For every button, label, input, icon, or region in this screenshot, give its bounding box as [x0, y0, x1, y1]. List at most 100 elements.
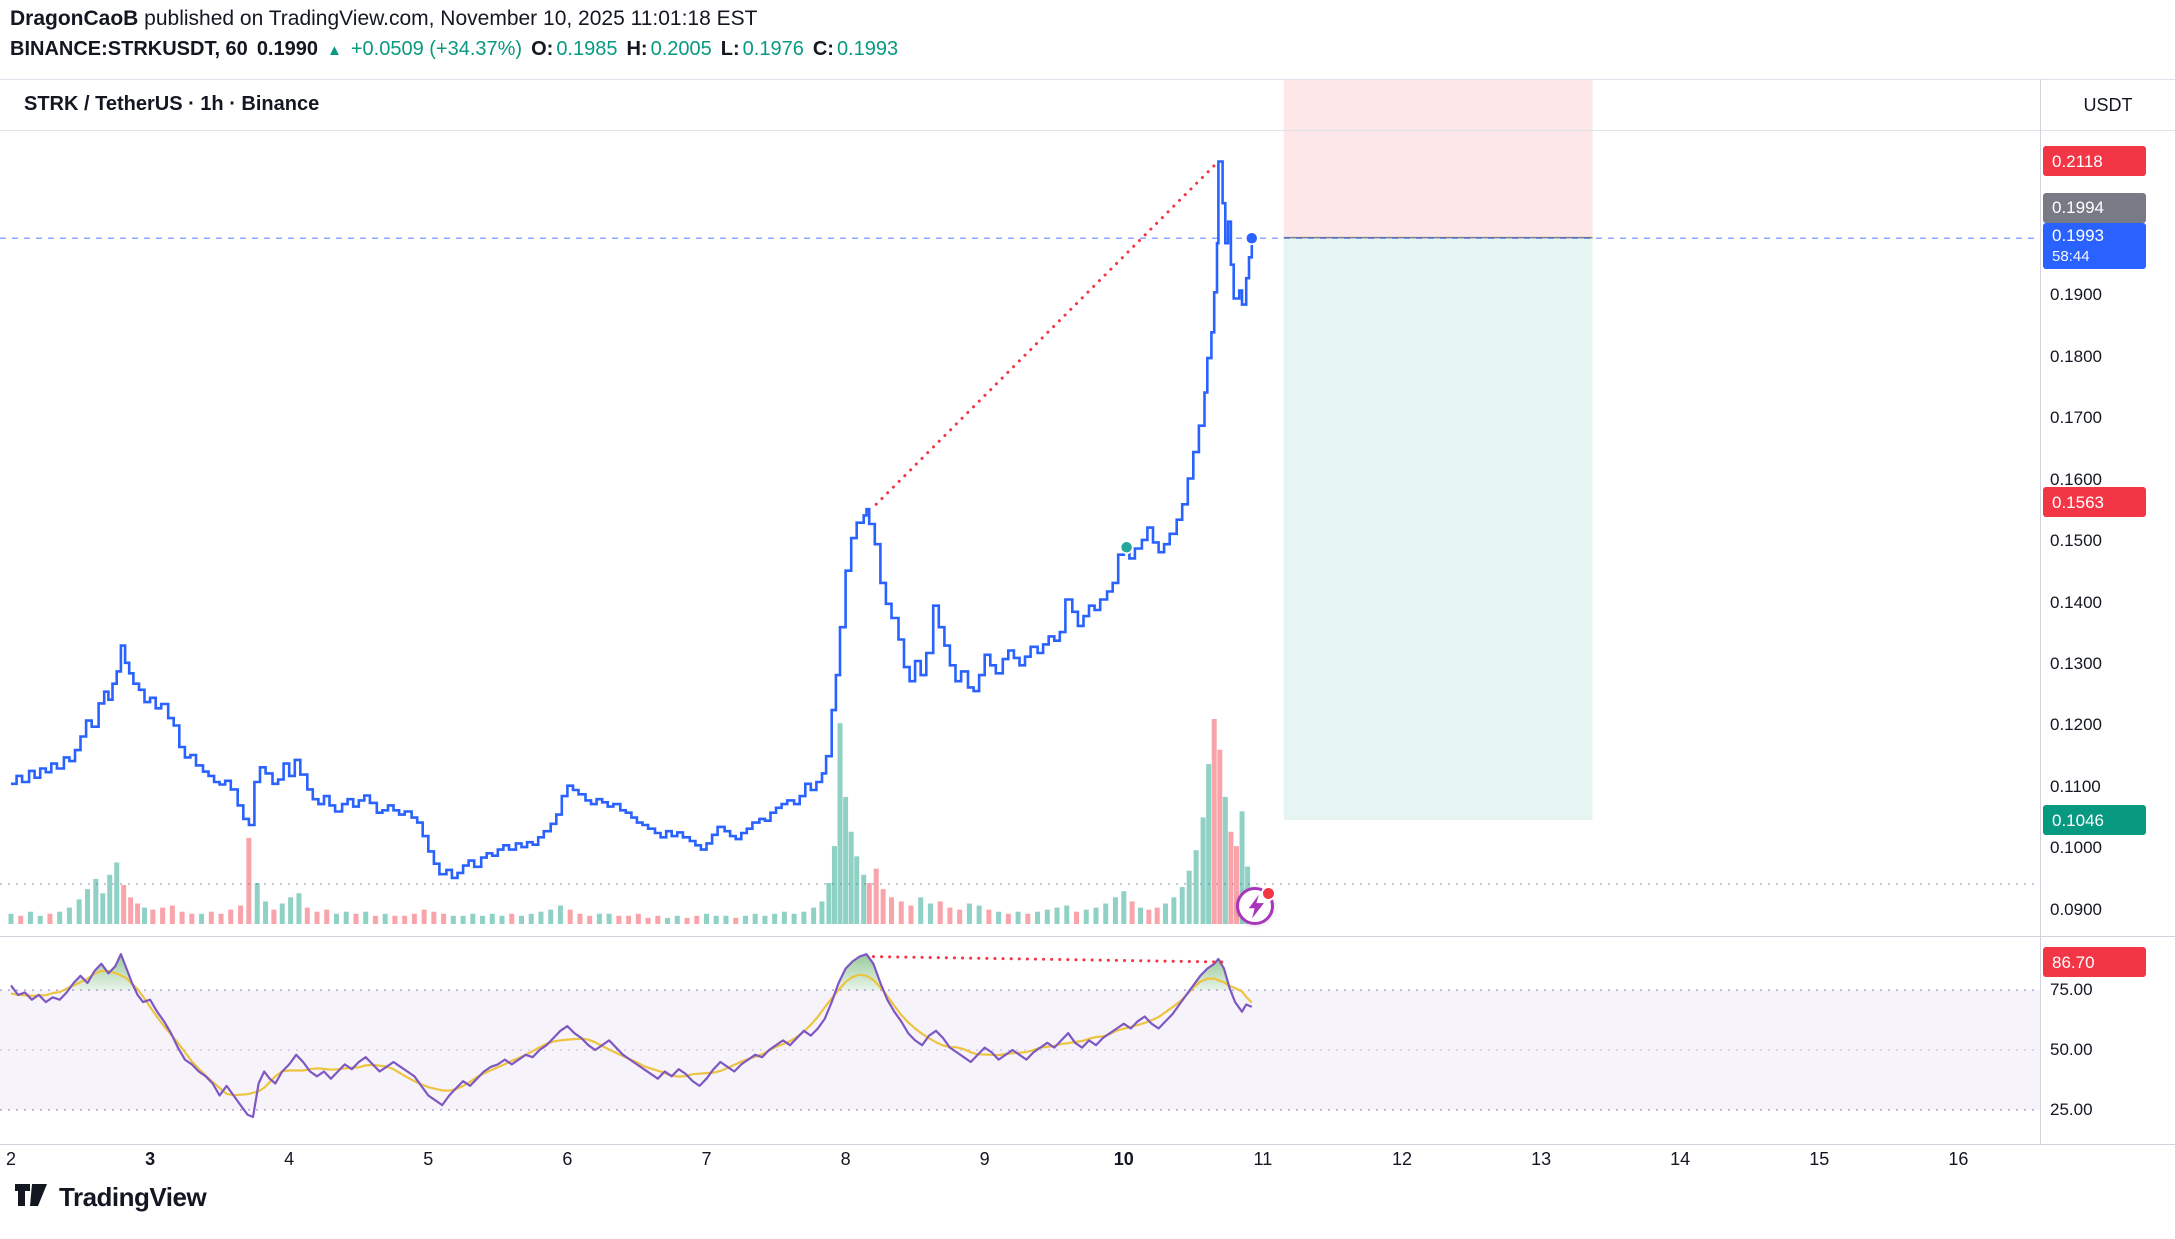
volume-bar [47, 913, 53, 924]
last-price-value: 0.1990 [256, 38, 318, 60]
volume-bar [1200, 817, 1206, 924]
volume-bar [1005, 913, 1011, 924]
volume-bar [1179, 887, 1185, 924]
currency-button[interactable]: USDT [2041, 80, 2175, 130]
volume-bar [1217, 749, 1223, 924]
volume-bar [947, 907, 953, 924]
volume-bar [880, 889, 886, 924]
price-axis-border[interactable] [2040, 79, 2041, 1144]
tradingview-wordmark: TradingView [59, 1182, 207, 1212]
volume-bar [742, 915, 748, 924]
volume-bar [1222, 796, 1228, 924]
price-trendline[interactable] [874, 159, 1220, 506]
volume-bar [1025, 913, 1031, 924]
volume-bar [150, 909, 156, 924]
volume-bar [966, 903, 972, 924]
volume-bar [762, 915, 768, 924]
volume-bar [509, 913, 515, 924]
volume-bar [826, 883, 832, 924]
volume-bar [93, 878, 99, 924]
volume-bar [1163, 903, 1169, 924]
volume-bar [518, 915, 524, 924]
volume-bar [450, 915, 456, 924]
volume-bar [626, 915, 632, 924]
volume-bar [694, 915, 700, 924]
volume-bar [107, 874, 113, 924]
volume-bar [288, 897, 294, 924]
volume-bar [1137, 907, 1143, 924]
volume-bar [548, 909, 554, 924]
trade-marker-dot [1119, 540, 1134, 555]
volume-bar [811, 907, 817, 924]
volume-bar [861, 874, 867, 924]
ohlc-open: O: 0.1985 [531, 38, 618, 60]
volume-bar [635, 913, 641, 924]
volume-bar [100, 893, 106, 924]
volume-bar [304, 907, 310, 924]
volume-bar [499, 915, 505, 924]
volume-bar [189, 913, 195, 924]
volume-bar [160, 907, 166, 924]
volume-bar [587, 915, 593, 924]
volume-bar [866, 883, 872, 924]
volume-bar [684, 917, 690, 924]
volume-bar [372, 915, 378, 924]
volume-bar [1186, 870, 1192, 924]
published-text: published on TradingView.com, November 1… [138, 7, 758, 30]
volume-bar [382, 913, 388, 924]
rsi-trendline[interactable] [871, 955, 1230, 964]
volume-bar [986, 909, 992, 924]
position-risk-zone[interactable] [1283, 79, 1593, 238]
volume-bar [1171, 897, 1177, 924]
volume-bar [528, 913, 534, 924]
symbol-name: BINANCE:STRKUSDT, 60 [10, 38, 248, 60]
volume-bar [1015, 911, 1021, 924]
volume-bar [128, 897, 134, 924]
published-line: DragonCaoB published on TradingView.com,… [10, 7, 757, 31]
volume-bar [898, 901, 904, 924]
volume-bar [837, 723, 843, 924]
volume-bar [135, 903, 141, 924]
volume-bar [1103, 903, 1109, 924]
pane-separator[interactable] [0, 936, 2175, 937]
volume-bar [1206, 764, 1212, 924]
volume-bar [557, 905, 563, 924]
quick-trade-button[interactable] [1236, 886, 1276, 925]
volume-bar [723, 915, 729, 924]
volume-bar [918, 897, 924, 924]
volume-bar [596, 913, 602, 924]
volume-bar [470, 913, 476, 924]
volume-bar [228, 909, 234, 924]
alert-dot [1261, 886, 1276, 901]
volume-bar [254, 883, 260, 924]
volume-bar [179, 911, 185, 924]
volume-bar [655, 915, 661, 924]
volume-bar [674, 915, 680, 924]
volume-bar [616, 915, 622, 924]
volume-bar [392, 915, 398, 924]
volume-bar [801, 911, 807, 924]
last-price-dot [1245, 231, 1259, 246]
volume-bar [567, 909, 573, 924]
volume-bar [538, 911, 544, 924]
volume-bar [1233, 846, 1239, 924]
position-profit-zone[interactable] [1283, 237, 1593, 821]
symbol-ohlc-line: BINANCE:STRKUSDT, 60 0.1990 ▲ +0.0509 (+… [10, 38, 898, 61]
volume-bar [57, 911, 63, 924]
volume-bar [76, 899, 82, 924]
tradingview-attribution[interactable]: TradingView [14, 1182, 207, 1213]
volume-bar [246, 837, 252, 924]
tradingview-logo [15, 1183, 47, 1206]
volume-bar [791, 913, 797, 924]
volume-bar [480, 915, 486, 924]
ohlc-close: C: 0.1993 [812, 38, 899, 60]
volume-bar [114, 862, 120, 924]
chart-title: STRK / TetherUS · 1h · Binance [24, 93, 320, 115]
volume-bar [1054, 907, 1060, 924]
volume-bar [431, 911, 437, 924]
volume-bar [353, 913, 359, 924]
volume-bar [1121, 891, 1127, 924]
volume-bar [713, 915, 719, 924]
volume-bar [733, 917, 739, 924]
